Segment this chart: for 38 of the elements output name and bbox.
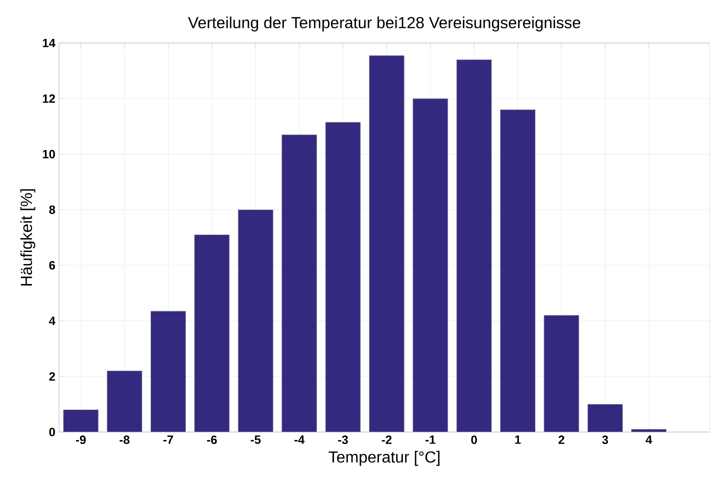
x-tick-label: -6 (207, 436, 217, 444)
x-tick-label: -2 (382, 436, 392, 444)
bar (544, 315, 579, 432)
bar (588, 404, 623, 432)
bar (63, 410, 98, 432)
y-tick-label: 6 (49, 261, 56, 270)
y-tick-label: 2 (49, 372, 55, 381)
bar (282, 134, 317, 432)
x-tick-label: -1 (426, 436, 436, 444)
chart-title: Verteilung der Temperatur bei128 Vereisungsereignisse (188, 16, 580, 32)
x-tick-label: -4 (294, 436, 305, 444)
x-tick-label: 2 (558, 436, 564, 444)
x-tick-label: -9 (76, 436, 86, 444)
y-tick-label: 10 (42, 150, 55, 158)
x-tick-label: 1 (515, 436, 521, 444)
bar (107, 370, 142, 432)
bar (500, 110, 536, 432)
y-tick-label: 8 (49, 205, 56, 214)
bar (412, 98, 448, 432)
bar (238, 210, 274, 432)
bar (150, 311, 186, 432)
bar (326, 122, 360, 432)
x-axis-title: Temperatur [°C] (328, 450, 440, 466)
y-tick-label: 12 (42, 94, 55, 103)
bar (369, 56, 404, 432)
x-tick-label: -7 (163, 436, 174, 444)
bar (194, 234, 230, 432)
y-axis-title: Häufigkeit [%] (20, 189, 36, 286)
y-tick-label: 14 (42, 38, 56, 48)
y-tick-label: 0 (49, 428, 55, 436)
x-tick-label: -3 (338, 436, 348, 444)
bar (456, 60, 492, 432)
x-tick-label: 4 (646, 436, 652, 444)
x-tick-label: 0 (471, 436, 477, 444)
y-tick-label: 4 (48, 316, 56, 325)
x-tick-label: -5 (250, 436, 261, 444)
x-tick-label: -8 (120, 436, 130, 444)
x-tick-label: 3 (602, 436, 608, 444)
